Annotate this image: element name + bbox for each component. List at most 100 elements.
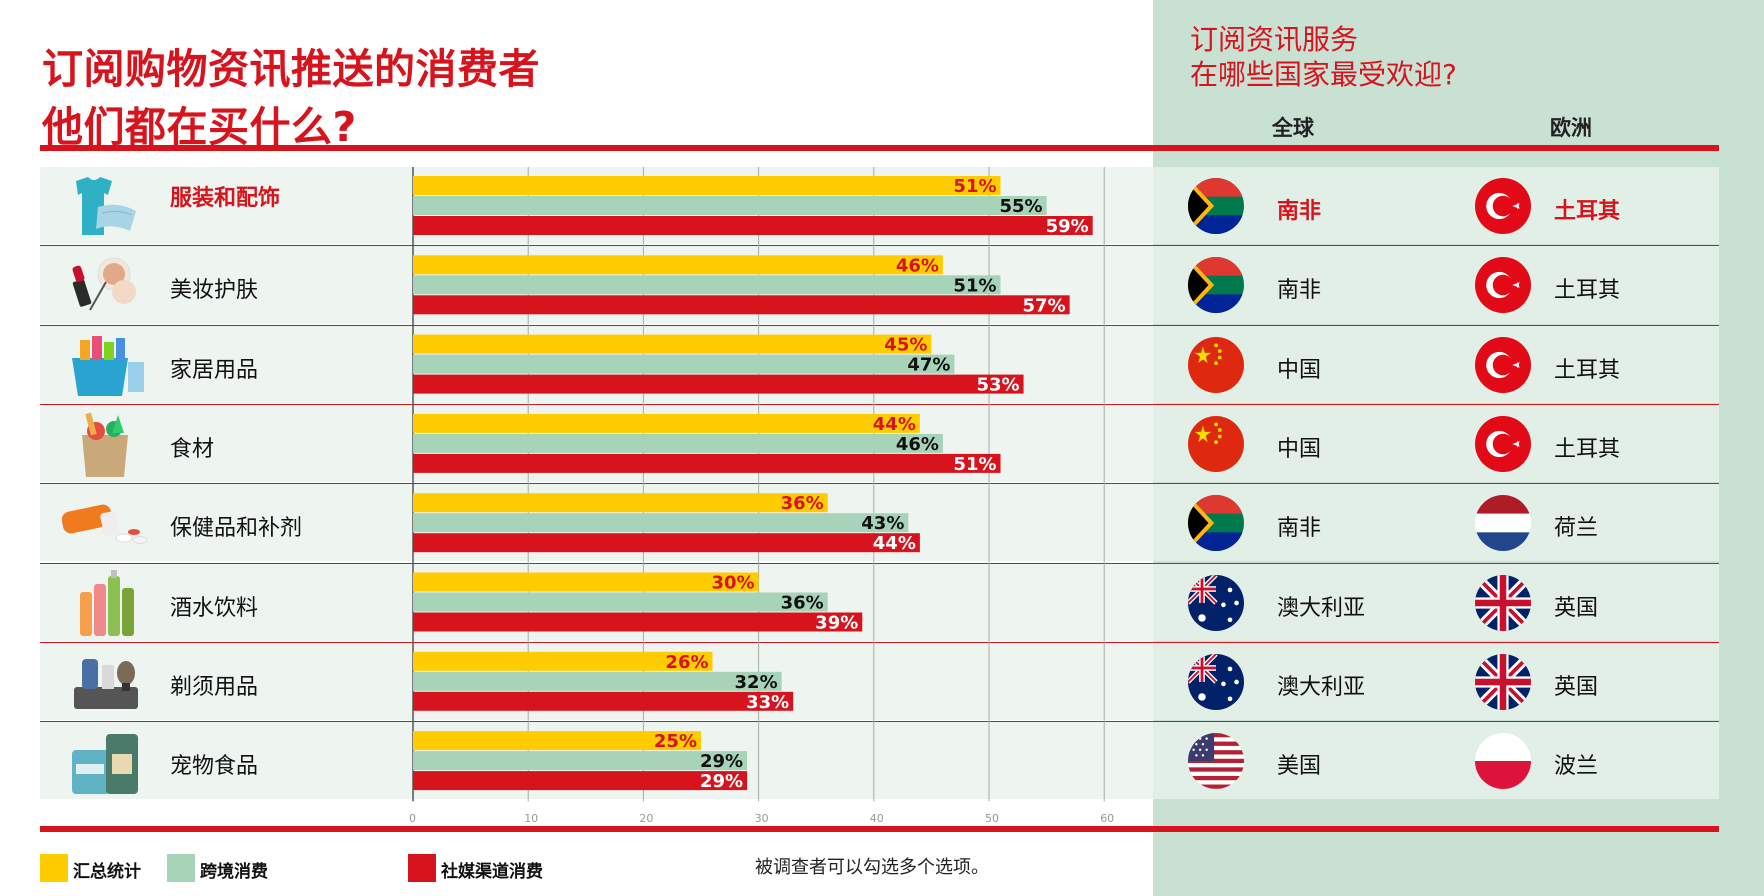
data-label: 36%	[781, 593, 824, 614]
bottles-icon	[62, 569, 152, 638]
x-tick-label: 30	[755, 812, 769, 825]
x-tick-label: 60	[1100, 812, 1114, 825]
south-africa-flag-icon	[1188, 495, 1244, 552]
bar	[413, 493, 828, 513]
global-country-label: 美国	[1277, 754, 1322, 780]
x-tick-label: 0	[409, 812, 416, 825]
category-label: 食材	[170, 436, 215, 462]
bar	[413, 216, 1093, 235]
bar	[413, 751, 748, 771]
data-label: 44%	[873, 533, 916, 554]
page-title: 订阅购物资讯推送的消费者 他们都在买什么?	[42, 40, 540, 156]
data-label: 45%	[884, 335, 927, 356]
row-background-right	[1153, 167, 1719, 245]
europe-country-label: 荷兰	[1554, 516, 1599, 542]
bar	[413, 433, 943, 453]
south-africa-flag-icon	[1188, 257, 1244, 314]
australia-flag-icon	[1188, 574, 1244, 631]
clothing-icon	[62, 173, 152, 241]
bar	[413, 592, 828, 612]
bar	[413, 513, 909, 533]
bar	[413, 612, 863, 632]
data-label: 57%	[1023, 295, 1066, 316]
global-country-label: 中国	[1277, 357, 1322, 383]
bar	[413, 334, 932, 354]
bar	[413, 731, 701, 751]
footnote: 被调查者可以勾选多个选项。	[755, 857, 989, 878]
bar	[413, 176, 1001, 195]
data-label: 33%	[746, 692, 789, 713]
category-label: 保健品和补剂	[170, 516, 303, 542]
turkey-flag-icon	[1475, 415, 1531, 472]
global-country-label: 中国	[1277, 436, 1322, 462]
bar	[413, 295, 1070, 315]
europe-country-label: 土耳其	[1554, 357, 1621, 383]
x-tick-label: 40	[870, 812, 884, 825]
title-line-2: 他们都在买什么?	[42, 103, 357, 151]
bar	[413, 196, 1047, 215]
netherlands-flag-icon	[1475, 495, 1531, 552]
row-background-right	[1153, 642, 1719, 721]
data-label: 29%	[700, 771, 743, 792]
global-country-label: 南非	[1277, 516, 1322, 542]
bar	[413, 572, 759, 592]
data-label: 46%	[896, 434, 939, 455]
title-line-1: 订阅购物资讯推送的消费者	[42, 45, 540, 93]
bar	[413, 374, 1024, 394]
turkey-flag-icon	[1475, 336, 1531, 393]
turkey-flag-icon	[1475, 178, 1531, 234]
x-tick-label: 50	[985, 812, 999, 825]
data-label: 55%	[1000, 196, 1043, 217]
groceries-bag-icon	[62, 411, 152, 479]
row-background-right	[1153, 563, 1719, 641]
bar	[413, 671, 782, 691]
bar	[413, 413, 920, 433]
row-separator	[40, 483, 1719, 485]
right-title-line-2: 在哪些国家最受欢迎?	[1190, 58, 1457, 91]
china-flag-icon	[1188, 415, 1244, 472]
legend-label: 跨境消费	[200, 862, 268, 882]
bar	[413, 691, 794, 711]
household-cleaning-icon	[62, 332, 152, 400]
right-title: 订阅资讯服务 在哪些国家最受欢迎?	[1190, 22, 1457, 92]
data-label: 46%	[896, 255, 939, 276]
pet-food-icon	[62, 728, 152, 796]
europe-country-label: 英国	[1554, 595, 1599, 621]
x-tick-label: 20	[639, 812, 653, 825]
row-separator	[40, 641, 1719, 643]
bar	[413, 771, 748, 791]
data-label: 51%	[953, 176, 996, 197]
global-country-label: 澳大利亚	[1277, 674, 1366, 700]
category-label: 家居用品	[170, 357, 259, 383]
row-separator	[40, 324, 1719, 326]
row-background-right	[1153, 246, 1719, 324]
legend-label: 社媒渠道消费	[441, 862, 543, 882]
bar	[413, 354, 955, 374]
data-label: 51%	[953, 454, 996, 475]
data-label: 26%	[665, 652, 708, 673]
row-background-right	[1153, 325, 1719, 403]
data-label: 36%	[781, 493, 824, 514]
x-tick-label: 10	[524, 812, 538, 825]
data-label: 29%	[700, 751, 743, 772]
shaving-kit-icon	[62, 649, 152, 717]
right-title-line-1: 订阅资讯服务	[1190, 23, 1359, 56]
australia-flag-icon	[1188, 653, 1244, 710]
global-country-label: 南非	[1277, 199, 1322, 224]
bar	[413, 453, 1001, 473]
footer-divider	[40, 826, 1719, 832]
turkey-flag-icon	[1475, 257, 1531, 314]
data-label: 32%	[735, 672, 778, 693]
europe-country-label: 土耳其	[1554, 199, 1621, 224]
data-label: 53%	[976, 375, 1019, 396]
bar	[413, 255, 943, 275]
category-label: 剃须用品	[170, 674, 259, 700]
column-header-europe: 欧洲	[1550, 116, 1592, 140]
row-background-right	[1153, 722, 1719, 800]
data-label: 39%	[815, 613, 858, 634]
legend-label: 汇总统计	[73, 862, 141, 882]
global-country-label: 澳大利亚	[1277, 595, 1366, 621]
category-label: 宠物食品	[170, 754, 259, 780]
uk-flag-icon	[1475, 574, 1531, 631]
